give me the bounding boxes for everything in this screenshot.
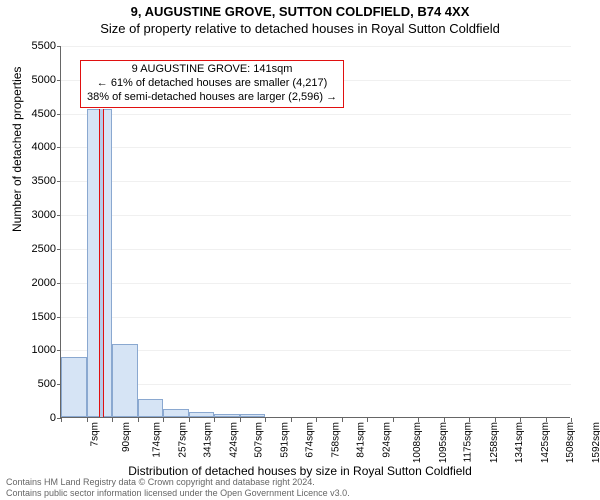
ytick-label: 500 xyxy=(18,378,56,390)
xtick-label: 841sqm xyxy=(356,422,367,458)
xtick-label: 1592sqm xyxy=(591,422,600,463)
chart-title-line2: Size of property relative to detached ho… xyxy=(0,21,600,36)
ytick-label: 4500 xyxy=(18,108,56,120)
xtick-mark xyxy=(87,418,88,422)
xtick-label: 1508sqm xyxy=(565,422,576,463)
footer-line1: Contains HM Land Registry data © Crown c… xyxy=(6,477,594,487)
gridline xyxy=(61,283,571,284)
ytick-mark xyxy=(57,46,61,47)
xtick-mark xyxy=(469,418,470,422)
xtick-mark xyxy=(138,418,139,422)
ytick-mark xyxy=(57,181,61,182)
xtick-label: 257sqm xyxy=(177,422,188,458)
gridline xyxy=(61,46,571,47)
xtick-mark xyxy=(495,418,496,422)
ytick-label: 5000 xyxy=(18,74,56,86)
xtick-mark xyxy=(444,418,445,422)
xtick-label: 1175sqm xyxy=(462,422,473,462)
histogram-bar xyxy=(61,357,87,417)
xtick-mark xyxy=(163,418,164,422)
ytick-mark xyxy=(57,350,61,351)
xtick-label: 90sqm xyxy=(121,422,132,452)
ytick-label: 0 xyxy=(18,412,56,424)
xtick-label: 1341sqm xyxy=(514,422,525,463)
xtick-mark xyxy=(112,418,113,422)
gridline xyxy=(61,317,571,318)
xtick-mark xyxy=(342,418,343,422)
xtick-mark xyxy=(189,418,190,422)
xtick-mark xyxy=(520,418,521,422)
xtick-mark xyxy=(291,418,292,422)
gridline xyxy=(61,350,571,351)
xtick-label: 7sqm xyxy=(89,422,100,446)
ytick-label: 1500 xyxy=(18,311,56,323)
ytick-mark xyxy=(57,147,61,148)
xtick-mark xyxy=(571,418,572,422)
ytick-mark xyxy=(57,80,61,81)
ytick-label: 2000 xyxy=(18,277,56,289)
xtick-label: 507sqm xyxy=(254,422,265,458)
gridline xyxy=(61,215,571,216)
xtick-mark xyxy=(393,418,394,422)
ytick-label: 4000 xyxy=(18,141,56,153)
xtick-label: 174sqm xyxy=(152,422,163,458)
xtick-label: 1095sqm xyxy=(438,422,449,463)
chart-area: 0500100015002000250030003500400045005000… xyxy=(60,46,570,418)
annotation-line1: 9 AUGUSTINE GROVE: 141sqm xyxy=(87,63,337,77)
ytick-mark xyxy=(57,283,61,284)
histogram-bar xyxy=(214,414,240,417)
footer-line2: Contains public sector information licen… xyxy=(6,488,594,498)
xtick-label: 1425sqm xyxy=(540,422,551,463)
histogram-bar xyxy=(112,344,138,417)
xtick-mark xyxy=(61,418,62,422)
gridline xyxy=(61,249,571,250)
x-axis-label: Distribution of detached houses by size … xyxy=(0,464,600,478)
xtick-mark xyxy=(240,418,241,422)
ytick-label: 2500 xyxy=(18,243,56,255)
histogram-bar xyxy=(163,409,189,417)
xtick-label: 1008sqm xyxy=(412,422,423,463)
chart-title-line1: 9, AUGUSTINE GROVE, SUTTON COLDFIELD, B7… xyxy=(0,4,600,19)
footer-attribution: Contains HM Land Registry data © Crown c… xyxy=(6,477,594,498)
xtick-mark xyxy=(265,418,266,422)
ytick-label: 3000 xyxy=(18,209,56,221)
xtick-label: 674sqm xyxy=(305,422,316,458)
xtick-label: 924sqm xyxy=(381,422,392,458)
xtick-label: 1258sqm xyxy=(489,422,500,463)
xtick-label: 424sqm xyxy=(228,422,239,458)
highlight-annotation: 9 AUGUSTINE GROVE: 141sqm ← 61% of detac… xyxy=(80,60,344,107)
xtick-mark xyxy=(367,418,368,422)
gridline xyxy=(61,114,571,115)
xtick-label: 341sqm xyxy=(203,422,214,458)
xtick-label: 591sqm xyxy=(279,422,290,458)
ytick-mark xyxy=(57,215,61,216)
xtick-mark xyxy=(546,418,547,422)
gridline xyxy=(61,384,571,385)
chart-title-block: 9, AUGUSTINE GROVE, SUTTON COLDFIELD, B7… xyxy=(0,0,600,36)
histogram-bar xyxy=(240,414,266,417)
gridline xyxy=(61,147,571,148)
gridline xyxy=(61,181,571,182)
ytick-label: 5500 xyxy=(18,40,56,52)
ytick-mark xyxy=(57,249,61,250)
annotation-line3: 38% of semi-detached houses are larger (… xyxy=(87,91,337,105)
xtick-mark xyxy=(214,418,215,422)
xtick-label: 758sqm xyxy=(330,422,341,458)
xtick-mark xyxy=(418,418,419,422)
ytick-label: 3500 xyxy=(18,175,56,187)
ytick-mark xyxy=(57,114,61,115)
ytick-mark xyxy=(57,317,61,318)
xtick-mark xyxy=(316,418,317,422)
highlight-bar xyxy=(99,109,104,417)
histogram-bar xyxy=(189,412,215,417)
annotation-line2: ← 61% of detached houses are smaller (4,… xyxy=(87,77,337,91)
ytick-label: 1000 xyxy=(18,344,56,356)
histogram-bar xyxy=(138,399,164,417)
